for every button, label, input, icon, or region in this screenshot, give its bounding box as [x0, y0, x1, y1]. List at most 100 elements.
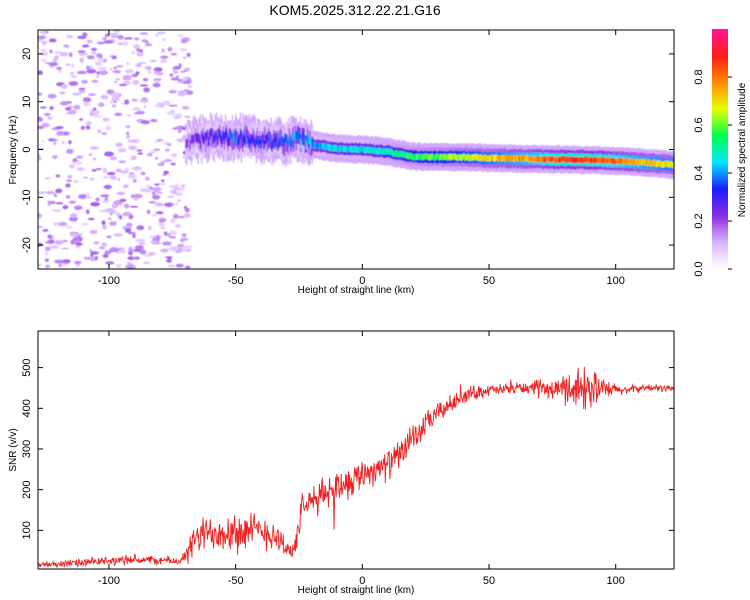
- ridge-cell: [463, 153, 465, 160]
- ridge-cell: [626, 158, 628, 165]
- noise-cell: [153, 78, 163, 81]
- spectrogram-x-label: Height of straight line (km): [298, 285, 415, 296]
- ridge-cell: [211, 131, 213, 149]
- ridge-cell: [465, 154, 467, 160]
- ridge-cell: [669, 161, 671, 168]
- noise-cell: [175, 263, 184, 268]
- noise-cell: [144, 66, 152, 70]
- ridge-cell: [588, 157, 590, 164]
- noise-cell: [169, 236, 177, 239]
- ridge-cell: [216, 135, 219, 145]
- noise-cell: [140, 120, 150, 125]
- ridge-cell: [301, 134, 303, 143]
- ridge-cell: [573, 157, 576, 164]
- ridge-cell: [341, 144, 343, 151]
- noise-cell: [134, 197, 139, 201]
- ridge-cell: [359, 146, 361, 153]
- noise-cell: [87, 55, 95, 60]
- ridge-cell: [424, 153, 426, 160]
- noise-cell: [131, 98, 138, 102]
- noise-cell: [153, 67, 163, 72]
- noise-cell: [127, 174, 137, 179]
- ridge-cell: [595, 157, 597, 164]
- ridge-cell: [590, 156, 593, 163]
- ridge-cell: [403, 151, 406, 158]
- noise-cell: [148, 251, 156, 256]
- ridge-cell: [210, 128, 212, 147]
- ridge-cell: [397, 150, 399, 157]
- ridge-cell: [402, 151, 405, 157]
- noise-cell: [184, 212, 191, 218]
- noise-cell: [162, 173, 167, 176]
- ridge-cell: [287, 139, 289, 149]
- ridge-cell: [268, 138, 270, 148]
- ridge-cell: [245, 139, 247, 148]
- ridge-cell: [309, 135, 311, 145]
- noise-cell: [39, 106, 47, 109]
- noise-cell: [77, 70, 87, 75]
- ridge-cell: [521, 156, 523, 163]
- noise-cell: [132, 44, 141, 49]
- ridge-cell: [252, 134, 254, 143]
- noise-cell: [178, 129, 182, 134]
- noise-cell: [161, 223, 165, 228]
- ridge-cell: [430, 154, 432, 160]
- ridge-cell: [329, 144, 332, 151]
- ridge-cell: [492, 155, 495, 161]
- ridge-cell: [458, 154, 460, 161]
- noise-cell: [104, 151, 114, 157]
- ridge-cell: [593, 157, 595, 164]
- noise-cell: [153, 79, 161, 83]
- ridge-cell: [641, 159, 643, 166]
- ridge-cell: [400, 150, 402, 157]
- noise-cell: [85, 209, 90, 215]
- ridge-cell: [362, 146, 365, 153]
- ridge-cell: [658, 161, 660, 167]
- ridge-cell: [574, 157, 577, 164]
- noise-cell: [132, 233, 136, 238]
- ridge-cell: [464, 154, 466, 161]
- noise-cell: [160, 249, 169, 253]
- ridge-cell: [529, 155, 531, 162]
- ridge-cell: [228, 137, 230, 147]
- ridge-cell: [616, 157, 618, 164]
- ridge-cell: [257, 139, 260, 149]
- ridge-cell: [242, 119, 244, 147]
- noise-cell: [113, 80, 118, 84]
- ridge-cell: [408, 153, 410, 160]
- noise-cell: [53, 51, 63, 54]
- noise-cell: [41, 51, 49, 57]
- noise-cell: [137, 152, 143, 155]
- spectrogram-y-label: Frequency (Hz): [8, 116, 19, 185]
- noise-cell: [128, 246, 134, 252]
- ridge-cell: [637, 160, 639, 166]
- noise-cell: [63, 44, 70, 48]
- noise-cell: [44, 246, 51, 251]
- noise-cell: [103, 40, 114, 44]
- ridge-cell: [221, 135, 223, 145]
- noise-cell: [111, 97, 121, 102]
- ridge-cell: [592, 157, 594, 164]
- ridge-cell: [507, 155, 510, 162]
- colorbar-tick-label: 0.4: [693, 165, 705, 180]
- ridge-cell: [399, 150, 401, 157]
- noise-cell: [60, 84, 68, 90]
- ridge-cell: [608, 157, 610, 164]
- ridge-cell: [264, 135, 267, 144]
- noise-cell: [129, 205, 139, 208]
- ridge-cell: [625, 158, 627, 165]
- ridge-cell: [325, 144, 327, 151]
- ridge-cell: [528, 156, 530, 163]
- ridge-cell: [210, 128, 212, 137]
- noise-cell: [132, 107, 141, 111]
- ridge-cell: [390, 148, 392, 155]
- ridge-cell: [337, 145, 340, 152]
- ridge-cell: [237, 136, 239, 146]
- noise-cell: [166, 143, 172, 147]
- noise-cell: [154, 33, 160, 37]
- noise-cell: [134, 256, 140, 260]
- ridge-cell: [333, 145, 335, 152]
- noise-cell: [183, 205, 188, 210]
- noise-cell: [62, 205, 69, 210]
